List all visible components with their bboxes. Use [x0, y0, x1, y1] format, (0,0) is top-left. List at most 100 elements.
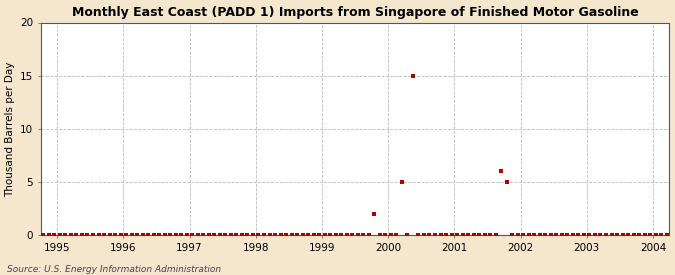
Point: [148, 233, 159, 238]
Point: [225, 233, 236, 238]
Point: [551, 233, 562, 238]
Point: [347, 233, 358, 238]
Point: [507, 233, 518, 238]
Point: [55, 233, 65, 238]
Point: [656, 233, 667, 238]
Point: [99, 233, 109, 238]
Point: [88, 233, 99, 238]
Point: [474, 233, 485, 238]
Point: [132, 233, 142, 238]
Point: [236, 233, 247, 238]
Point: [650, 233, 661, 238]
Point: [286, 233, 297, 238]
Point: [198, 233, 209, 238]
Point: [187, 233, 198, 238]
Point: [584, 233, 595, 238]
Point: [441, 233, 452, 238]
Point: [82, 233, 93, 238]
Point: [601, 233, 612, 238]
Point: [639, 233, 650, 238]
Point: [220, 233, 231, 238]
Point: [612, 233, 622, 238]
Point: [165, 233, 176, 238]
Point: [325, 233, 335, 238]
Point: [126, 233, 137, 238]
Point: [314, 233, 325, 238]
Point: [535, 233, 545, 238]
Point: [413, 233, 424, 238]
Point: [104, 233, 115, 238]
Point: [408, 73, 418, 78]
Point: [242, 233, 253, 238]
Point: [578, 233, 589, 238]
Point: [259, 233, 269, 238]
Point: [562, 233, 573, 238]
Point: [115, 233, 126, 238]
Point: [60, 233, 71, 238]
Point: [634, 233, 645, 238]
Point: [573, 233, 584, 238]
Point: [330, 233, 341, 238]
Point: [435, 233, 446, 238]
Point: [391, 233, 402, 238]
Point: [342, 233, 352, 238]
Point: [215, 233, 225, 238]
Point: [502, 180, 512, 184]
Point: [589, 233, 600, 238]
Point: [159, 233, 170, 238]
Point: [192, 233, 203, 238]
Point: [182, 233, 192, 238]
Point: [380, 233, 391, 238]
Point: [529, 233, 540, 238]
Point: [496, 169, 507, 174]
Point: [275, 233, 286, 238]
Point: [468, 233, 479, 238]
Point: [292, 233, 302, 238]
Point: [628, 233, 639, 238]
Point: [76, 233, 87, 238]
Point: [446, 233, 457, 238]
Point: [429, 233, 440, 238]
Point: [662, 233, 672, 238]
Point: [137, 233, 148, 238]
Point: [595, 233, 606, 238]
Point: [319, 233, 330, 238]
Point: [402, 233, 413, 238]
Point: [490, 233, 501, 238]
Point: [396, 180, 407, 184]
Point: [253, 233, 264, 238]
Point: [352, 233, 363, 238]
Point: [154, 233, 165, 238]
Point: [617, 233, 628, 238]
Point: [308, 233, 319, 238]
Point: [485, 233, 495, 238]
Title: Monthly East Coast (PADD 1) Imports from Singapore of Finished Motor Gasoline: Monthly East Coast (PADD 1) Imports from…: [72, 6, 639, 18]
Point: [43, 233, 54, 238]
Point: [170, 233, 181, 238]
Point: [71, 233, 82, 238]
Point: [452, 233, 462, 238]
Point: [209, 233, 220, 238]
Point: [512, 233, 523, 238]
Point: [203, 233, 214, 238]
Point: [479, 233, 490, 238]
Point: [457, 233, 468, 238]
Point: [540, 233, 551, 238]
Point: [38, 233, 49, 238]
Point: [336, 233, 347, 238]
Point: [303, 233, 314, 238]
Point: [248, 233, 259, 238]
Point: [385, 233, 396, 238]
Point: [49, 233, 60, 238]
Point: [65, 233, 76, 238]
Point: [424, 233, 435, 238]
Point: [93, 233, 104, 238]
Text: Source: U.S. Energy Information Administration: Source: U.S. Energy Information Administ…: [7, 265, 221, 274]
Point: [645, 233, 655, 238]
Point: [375, 233, 385, 238]
Point: [518, 233, 529, 238]
Point: [109, 233, 120, 238]
Point: [418, 233, 429, 238]
Point: [622, 233, 633, 238]
Point: [369, 212, 380, 216]
